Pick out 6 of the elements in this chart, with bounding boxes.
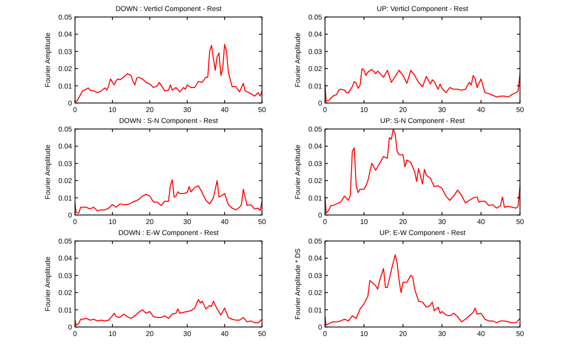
- line-series: [74, 179, 262, 214]
- line-series: [324, 254, 520, 326]
- line-series: [74, 44, 262, 102]
- line-series: [324, 68, 520, 102]
- line-series: [324, 128, 520, 214]
- line-series: [74, 298, 262, 326]
